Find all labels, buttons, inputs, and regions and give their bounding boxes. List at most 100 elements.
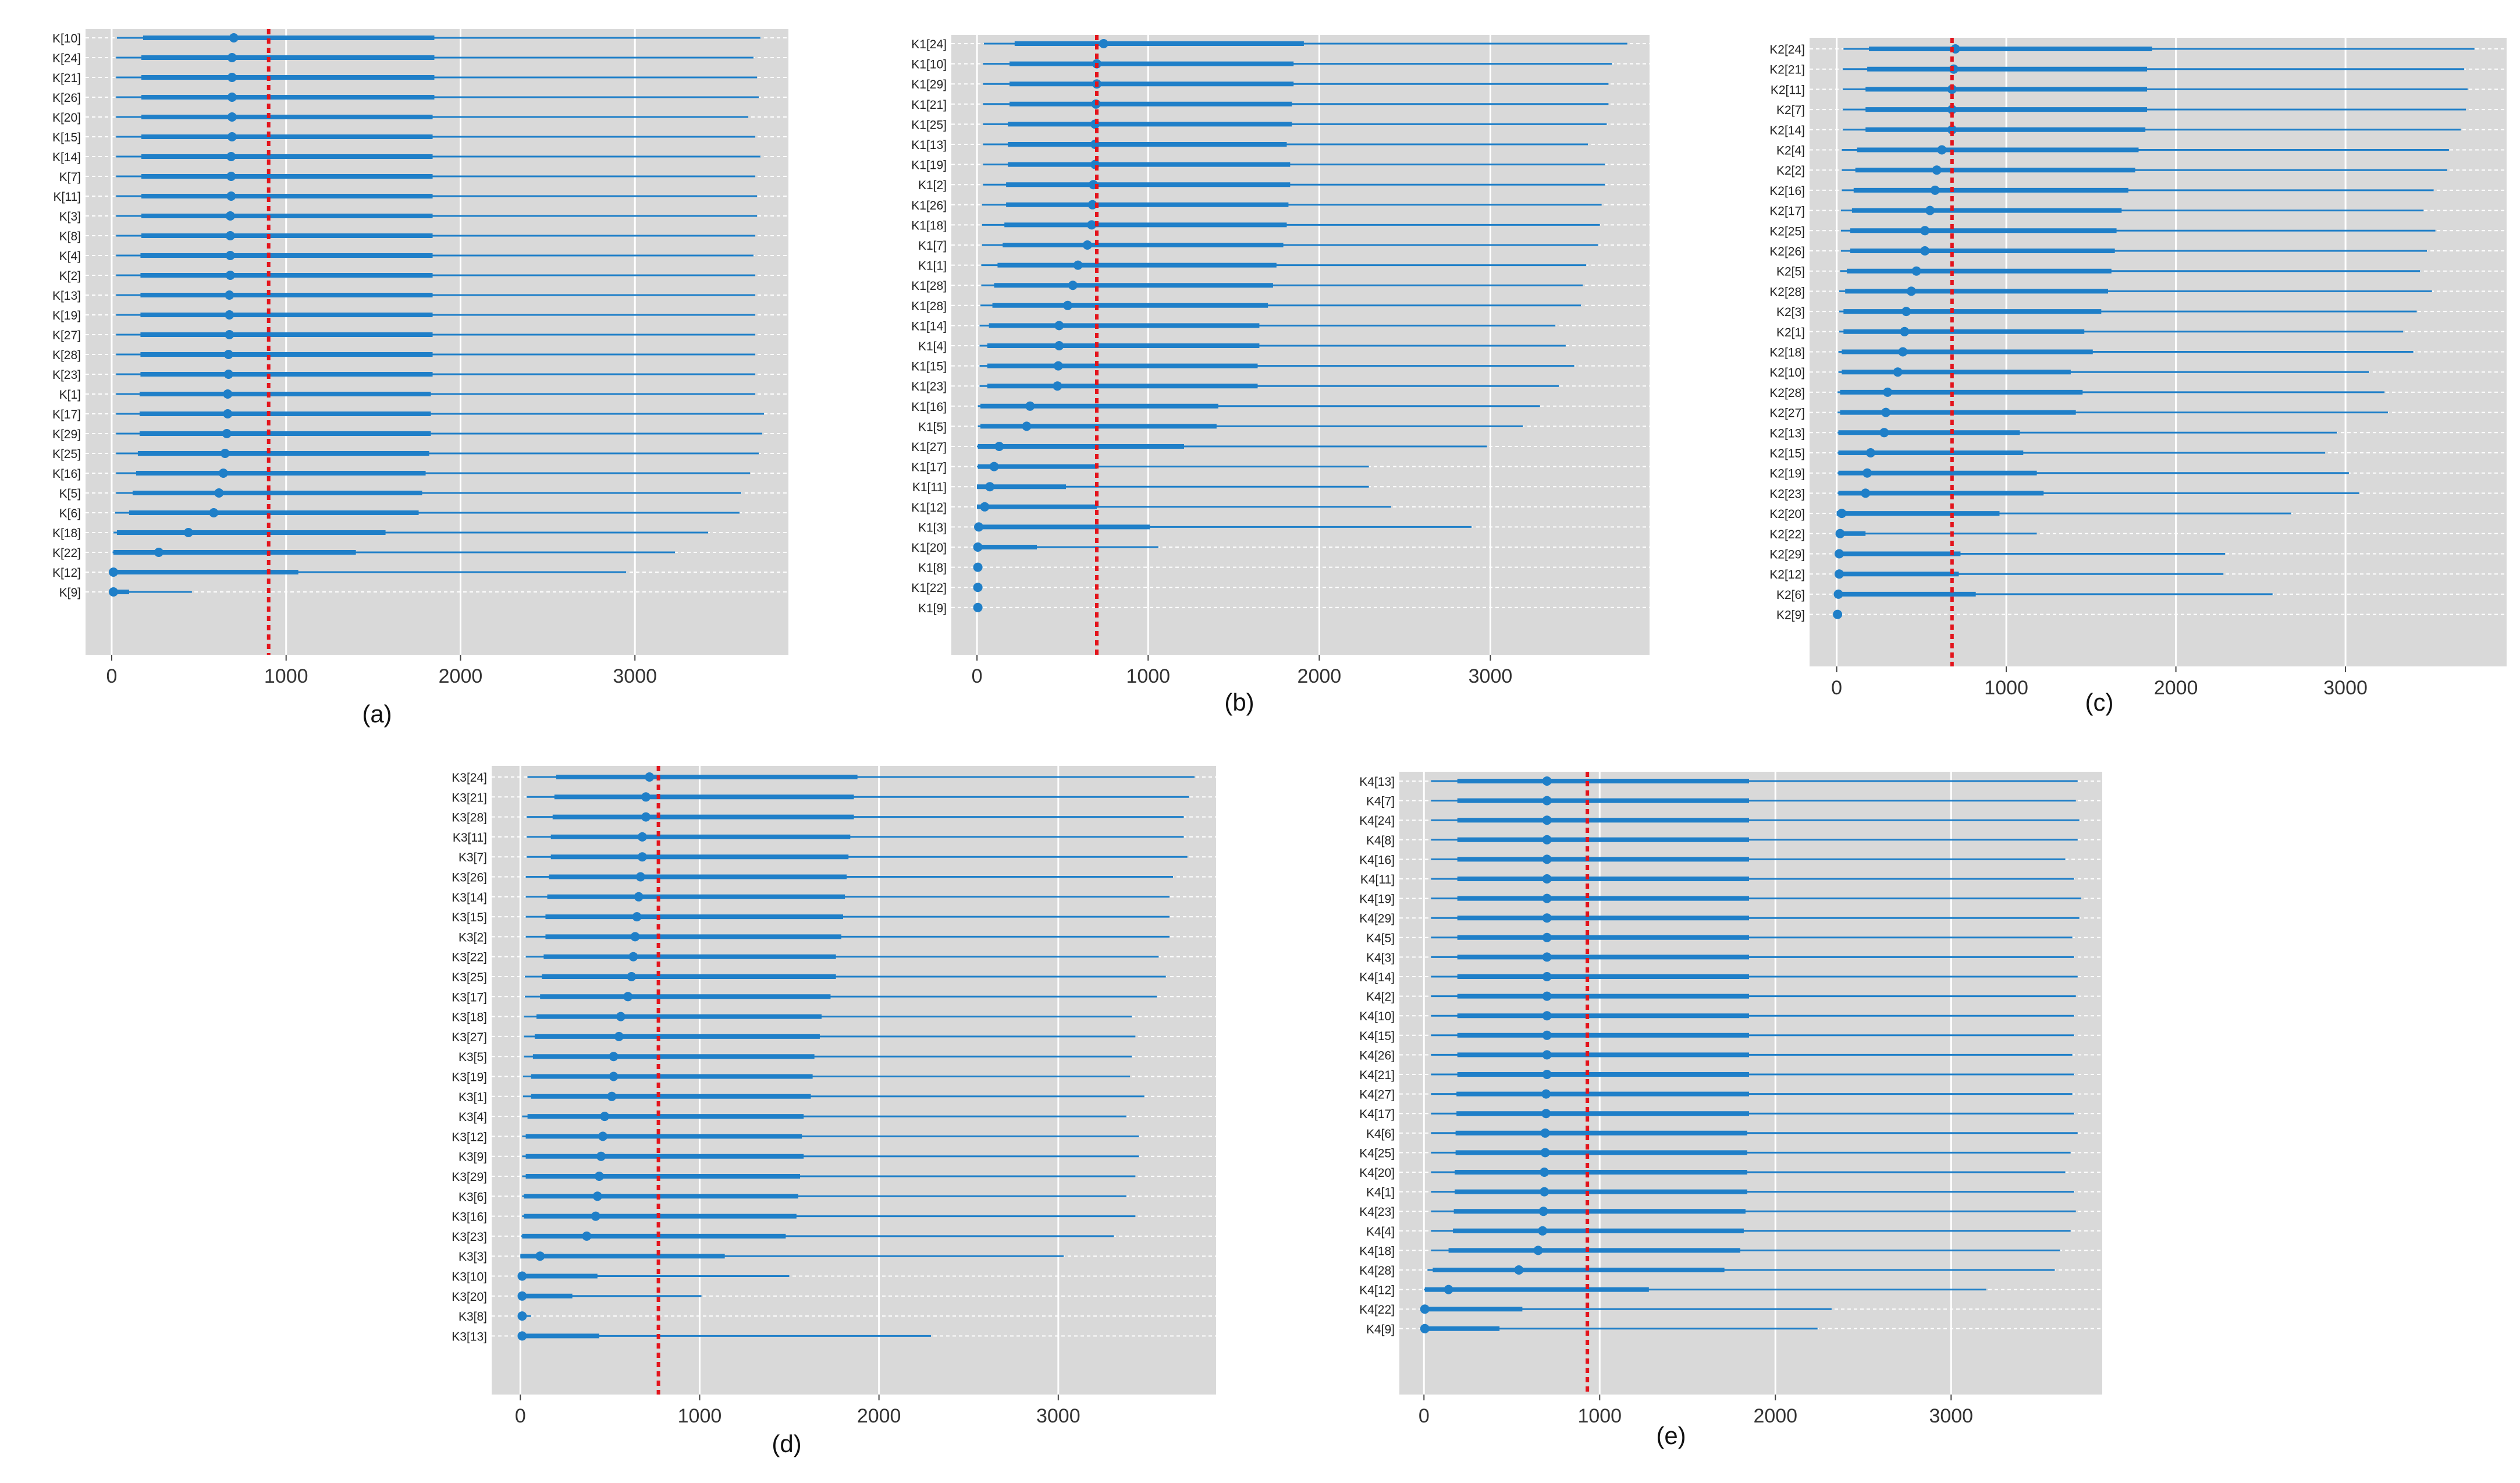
median-point [634, 892, 644, 902]
median-point [1542, 991, 1552, 1001]
median-point [645, 772, 655, 782]
row-label: K2[17] [1769, 205, 1805, 218]
row-label: K1[7] [918, 239, 947, 253]
row-label: K1[19] [911, 159, 947, 172]
row-label: K1[14] [911, 320, 947, 333]
median-point [214, 488, 224, 498]
row-label: K3[16] [452, 1211, 487, 1224]
median-point [517, 1311, 527, 1321]
row-label: K1[20] [911, 541, 947, 555]
row-label: K3[19] [452, 1071, 487, 1084]
median-point [1542, 815, 1552, 825]
row-label: K1[16] [911, 400, 947, 414]
row-label: K4[12] [1359, 1284, 1395, 1297]
row-label: K[25] [52, 448, 81, 461]
row-label: K2[7] [1776, 104, 1805, 117]
median-point [222, 429, 232, 438]
row-label: K[20] [52, 111, 81, 125]
median-point [973, 602, 983, 612]
median-point [1540, 1168, 1549, 1177]
median-point [1540, 1148, 1550, 1158]
row-label: K1[27] [911, 441, 947, 454]
median-point [637, 832, 647, 842]
median-point [1533, 1246, 1543, 1255]
median-point [598, 1131, 608, 1141]
median-point [980, 502, 990, 512]
median-point [994, 442, 1004, 451]
row-label: K3[14] [452, 891, 487, 904]
x-tick-label: 2000 [1753, 1405, 1797, 1427]
panel-caption: (d) [772, 1430, 801, 1457]
median-point [1920, 226, 1930, 236]
row-label: K[2] [59, 269, 81, 283]
median-point [1879, 428, 1889, 438]
row-label: K2[9] [1776, 609, 1805, 622]
median-point [1054, 341, 1064, 350]
median-point [1920, 246, 1930, 256]
row-label: K3[8] [458, 1310, 487, 1324]
x-tick-label: 1000 [1984, 677, 2028, 699]
panel-caption: (c) [2085, 689, 2114, 716]
row-label: K3[27] [452, 1031, 487, 1044]
median-point [517, 1291, 527, 1301]
median-point [635, 872, 645, 882]
median-point [1883, 387, 1893, 397]
row-label: K[16] [52, 467, 81, 481]
median-point [1937, 145, 1947, 155]
median-point [223, 370, 233, 379]
row-label: K2[10] [1769, 366, 1805, 379]
median-point [1930, 185, 1940, 195]
median-point [596, 1151, 606, 1161]
row-label: K3[9] [458, 1151, 487, 1164]
row-label: K3[7] [458, 851, 487, 864]
median-point [1542, 972, 1552, 981]
row-label: K4[29] [1359, 912, 1395, 925]
row-label: K3[22] [452, 951, 487, 964]
row-label: K1[10] [911, 58, 947, 72]
row-label: K2[5] [1776, 265, 1805, 279]
median-point [1068, 281, 1078, 290]
row-label: K[14] [52, 151, 81, 164]
row-label: K3[21] [452, 791, 487, 804]
row-label: K2[24] [1769, 43, 1805, 56]
panel-caption: (b) [1224, 689, 1254, 716]
median-point [108, 587, 118, 597]
median-point [1541, 1109, 1551, 1119]
median-point [637, 852, 647, 862]
x-tick-label: 2000 [2154, 677, 2198, 699]
x-tick-label: 3000 [1469, 665, 1513, 687]
row-label: K3[4] [458, 1111, 487, 1124]
median-point [1893, 367, 1903, 377]
row-label: K3[3] [458, 1250, 487, 1264]
row-label: K4[22] [1359, 1303, 1395, 1317]
median-point [517, 1331, 527, 1341]
row-label: K1[28] [911, 300, 947, 313]
row-label: K4[3] [1366, 951, 1395, 964]
row-label: K2[15] [1769, 447, 1805, 460]
median-point [974, 522, 984, 532]
row-label: K2[18] [1769, 346, 1805, 360]
row-label: K1[22] [911, 581, 947, 595]
row-label: K4[10] [1359, 1010, 1395, 1023]
row-label: K1[9] [918, 602, 947, 615]
row-label: K[17] [52, 408, 81, 421]
row-label: K3[5] [458, 1051, 487, 1064]
x-tick-label: 0 [1419, 1405, 1430, 1427]
row-label: K3[1] [458, 1091, 487, 1104]
plot-background [1399, 772, 2102, 1395]
row-label: K4[26] [1359, 1049, 1395, 1062]
row-label: K[29] [52, 428, 81, 441]
median-point [1542, 952, 1552, 962]
row-label: K4[27] [1359, 1088, 1395, 1102]
median-point [1542, 835, 1552, 845]
row-label: K3[13] [452, 1330, 487, 1343]
median-point [1022, 421, 1032, 431]
row-label: K2[22] [1769, 528, 1805, 541]
median-point [225, 310, 234, 320]
row-label: K[10] [52, 32, 81, 45]
median-point [609, 1072, 619, 1081]
row-label: K3[2] [458, 931, 487, 944]
median-point [226, 152, 236, 161]
median-point [1947, 125, 1957, 134]
median-point [227, 53, 237, 62]
